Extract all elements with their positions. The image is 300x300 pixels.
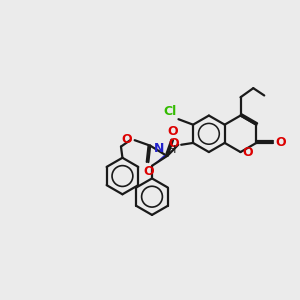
Text: H: H bbox=[167, 145, 176, 154]
Text: O: O bbox=[168, 124, 178, 137]
Text: O: O bbox=[169, 137, 179, 150]
Polygon shape bbox=[152, 154, 167, 166]
Text: O: O bbox=[143, 165, 154, 178]
Text: N: N bbox=[154, 142, 164, 154]
Text: O: O bbox=[243, 146, 253, 159]
Text: O: O bbox=[275, 136, 286, 149]
Text: O: O bbox=[122, 133, 132, 146]
Text: Cl: Cl bbox=[164, 105, 177, 118]
